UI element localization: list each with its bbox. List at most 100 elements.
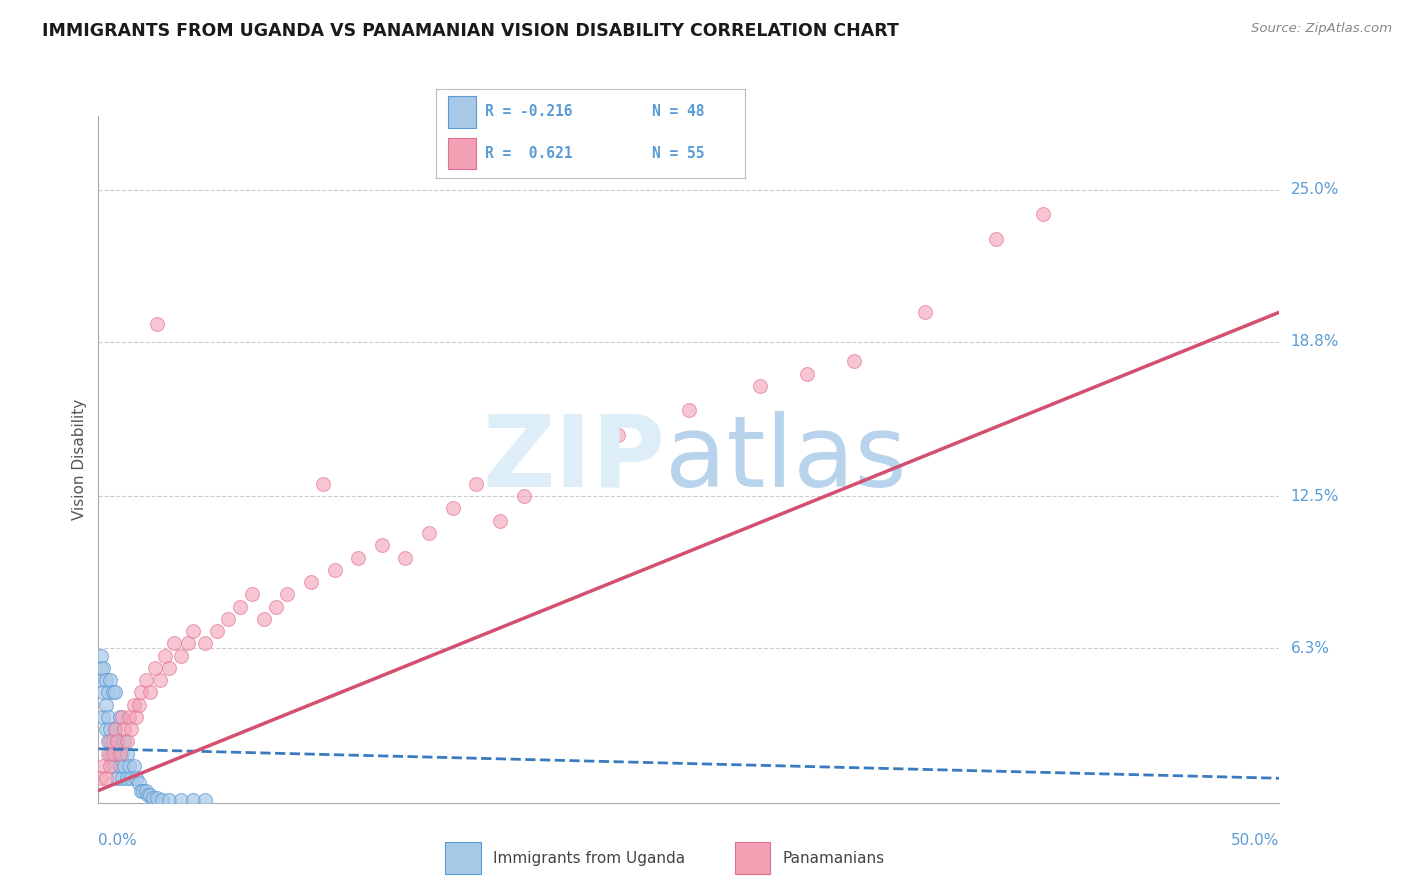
Point bbox=[108, 759, 131, 773]
Point bbox=[146, 318, 169, 332]
Point bbox=[98, 723, 121, 737]
Point bbox=[394, 550, 416, 565]
Point bbox=[512, 489, 534, 503]
Point bbox=[128, 698, 150, 712]
Point bbox=[91, 759, 114, 773]
Point bbox=[118, 710, 141, 724]
Point bbox=[104, 685, 127, 699]
FancyBboxPatch shape bbox=[449, 96, 477, 128]
Point bbox=[312, 476, 335, 491]
Text: 12.5%: 12.5% bbox=[1291, 489, 1339, 504]
Point bbox=[98, 747, 121, 761]
Point bbox=[465, 476, 488, 491]
Point bbox=[112, 759, 135, 773]
Point bbox=[276, 587, 298, 601]
Point bbox=[125, 710, 148, 724]
Point bbox=[118, 759, 141, 773]
Point bbox=[91, 710, 114, 724]
Point bbox=[122, 698, 145, 712]
Point bbox=[607, 428, 630, 442]
Text: 18.8%: 18.8% bbox=[1291, 334, 1339, 349]
Point bbox=[153, 648, 176, 663]
Point bbox=[90, 673, 112, 688]
Point bbox=[1032, 207, 1054, 221]
Point bbox=[844, 354, 866, 368]
Text: Immigrants from Uganda: Immigrants from Uganda bbox=[492, 851, 685, 866]
Point bbox=[98, 734, 121, 748]
Point bbox=[101, 759, 124, 773]
Point bbox=[97, 710, 120, 724]
Text: 25.0%: 25.0% bbox=[1291, 182, 1339, 197]
Point bbox=[149, 673, 172, 688]
Point bbox=[170, 648, 193, 663]
Point bbox=[914, 305, 936, 319]
Point bbox=[90, 771, 112, 786]
Point bbox=[150, 793, 173, 807]
Point bbox=[121, 723, 143, 737]
Point bbox=[104, 723, 127, 737]
Point bbox=[90, 648, 112, 663]
Point bbox=[146, 791, 169, 805]
FancyBboxPatch shape bbox=[449, 138, 477, 169]
Point bbox=[205, 624, 228, 639]
Point bbox=[122, 759, 145, 773]
Point bbox=[94, 698, 117, 712]
Point bbox=[177, 636, 200, 650]
Text: ZIP: ZIP bbox=[482, 411, 665, 508]
Point bbox=[323, 563, 346, 577]
FancyBboxPatch shape bbox=[446, 842, 481, 874]
Point bbox=[101, 747, 124, 761]
Point bbox=[108, 747, 131, 761]
Point bbox=[139, 685, 162, 699]
Point bbox=[136, 789, 159, 803]
Point bbox=[91, 661, 114, 675]
Point bbox=[143, 661, 166, 675]
Point bbox=[796, 367, 818, 381]
Point bbox=[105, 734, 128, 748]
Text: 0.0%: 0.0% bbox=[98, 833, 138, 848]
Point bbox=[108, 710, 131, 724]
Point bbox=[441, 501, 464, 516]
Point bbox=[678, 403, 700, 417]
Text: 6.3%: 6.3% bbox=[1291, 640, 1330, 656]
Point bbox=[560, 452, 582, 467]
Point bbox=[194, 636, 217, 650]
Text: Panamanians: Panamanians bbox=[782, 851, 884, 866]
Point bbox=[217, 612, 239, 626]
Point bbox=[121, 771, 143, 786]
Point bbox=[104, 747, 127, 761]
Point bbox=[489, 514, 512, 528]
Point bbox=[112, 734, 135, 748]
Text: N = 48: N = 48 bbox=[652, 104, 704, 120]
Point bbox=[135, 673, 157, 688]
Text: 50.0%: 50.0% bbox=[1232, 833, 1279, 848]
Point bbox=[163, 636, 186, 650]
Point bbox=[264, 599, 287, 614]
Point bbox=[90, 661, 112, 675]
FancyBboxPatch shape bbox=[735, 842, 770, 874]
Point bbox=[135, 783, 157, 797]
Point bbox=[181, 624, 204, 639]
Point bbox=[94, 723, 117, 737]
Point bbox=[253, 612, 276, 626]
Point bbox=[94, 673, 117, 688]
Text: Source: ZipAtlas.com: Source: ZipAtlas.com bbox=[1251, 22, 1392, 36]
Point bbox=[98, 673, 121, 688]
Point bbox=[101, 734, 124, 748]
Point bbox=[115, 747, 138, 761]
Point bbox=[97, 734, 120, 748]
Point bbox=[115, 771, 138, 786]
Point bbox=[157, 661, 180, 675]
Point bbox=[129, 783, 152, 797]
Point bbox=[240, 587, 263, 601]
Point bbox=[101, 685, 124, 699]
Text: R =  0.621: R = 0.621 bbox=[485, 146, 572, 161]
Point bbox=[91, 685, 114, 699]
Point bbox=[194, 793, 217, 807]
Point bbox=[748, 378, 770, 392]
Point bbox=[984, 232, 1007, 246]
Point bbox=[132, 783, 155, 797]
Point bbox=[97, 747, 120, 761]
Point bbox=[371, 538, 394, 552]
Text: atlas: atlas bbox=[665, 411, 907, 508]
